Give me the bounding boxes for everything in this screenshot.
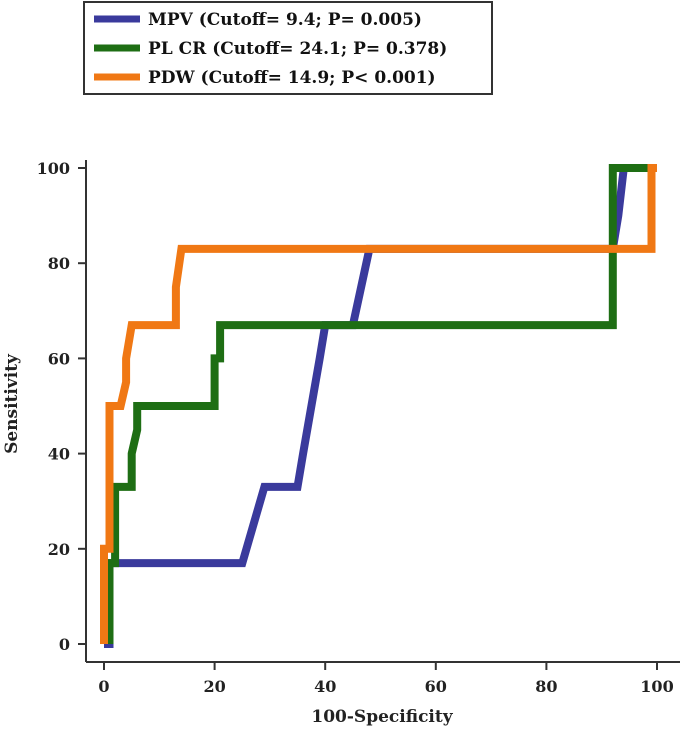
x-tick-label: 0 bbox=[98, 677, 109, 696]
x-tick-label: 20 bbox=[203, 677, 225, 696]
legend-label-pdw: PDW (Cutoff= 14.9; P< 0.001) bbox=[148, 68, 436, 88]
y-axis-title: Sensitivity bbox=[2, 353, 22, 454]
x-tick-label: 100 bbox=[640, 677, 673, 696]
x-axis-title: 100-Specificity bbox=[311, 707, 453, 727]
legend-label-plcr: PL CR (Cutoff= 24.1; P= 0.378) bbox=[148, 39, 447, 59]
y-ticks: 0 20 40 60 80 100 bbox=[37, 159, 86, 654]
x-tick-label: 80 bbox=[535, 677, 557, 696]
x-ticks: 0 20 40 60 80 100 bbox=[98, 662, 674, 696]
y-tick-label: 20 bbox=[48, 540, 70, 559]
y-tick-label: 0 bbox=[59, 635, 70, 654]
x-tick-label: 60 bbox=[425, 677, 447, 696]
y-tick-label: 40 bbox=[48, 445, 70, 464]
y-tick-label: 60 bbox=[48, 349, 70, 368]
plot-area bbox=[100, 164, 657, 648]
plcr-line bbox=[105, 164, 657, 644]
legend-label-mpv: MPV (Cutoff= 9.4; P= 0.005) bbox=[148, 10, 422, 30]
legend-box bbox=[83, 1, 493, 95]
x-tick-label: 40 bbox=[314, 677, 336, 696]
axes: 0 20 40 60 80 100 0 20 40 60 80 100 100-Specificit… bbox=[2, 159, 680, 727]
pdw-line bbox=[100, 164, 657, 644]
legend: MPV (Cutoff= 9.4; P= 0.005) PL CR (Cutof… bbox=[83, 1, 493, 95]
y-tick-label: 80 bbox=[48, 254, 70, 273]
y-tick-label: 100 bbox=[37, 159, 70, 178]
